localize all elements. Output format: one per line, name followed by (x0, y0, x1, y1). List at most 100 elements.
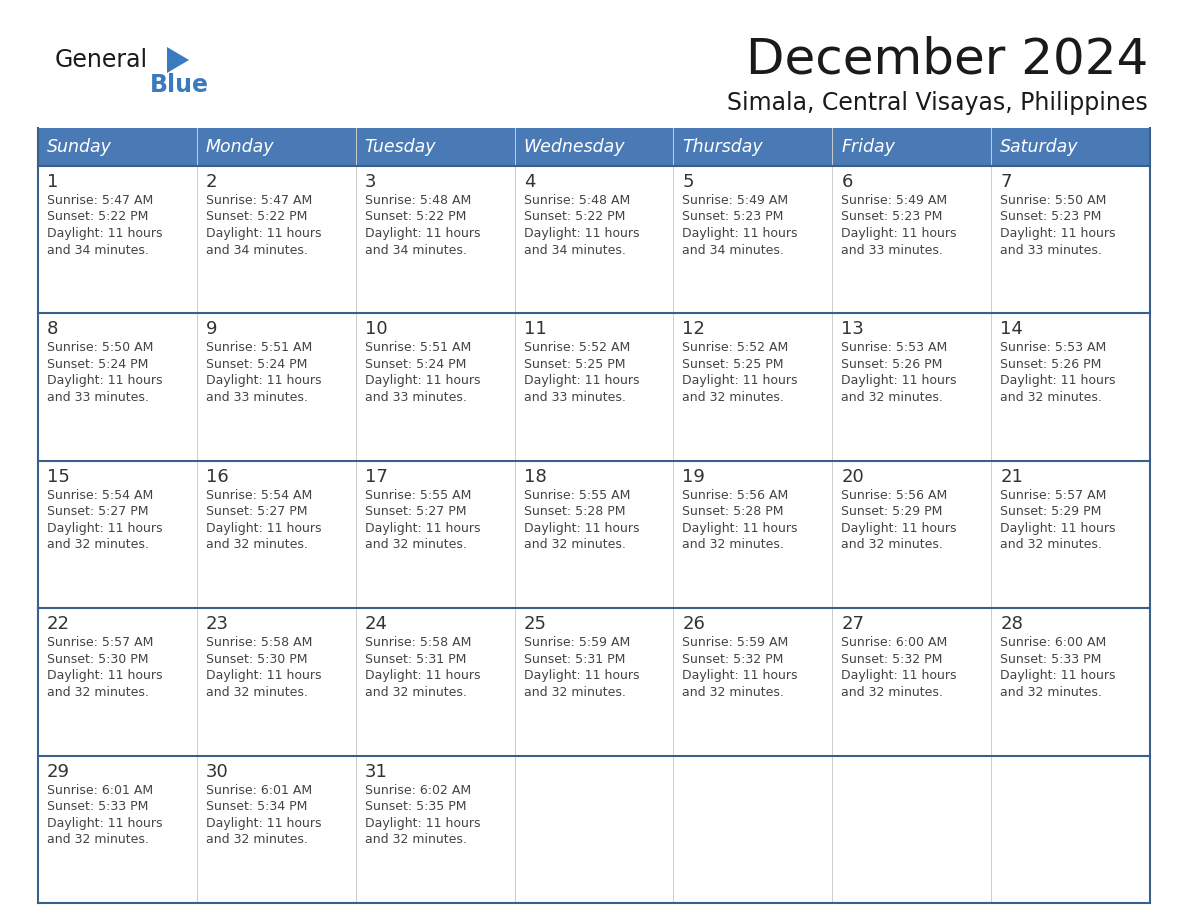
Bar (38, 609, 197, 756)
Bar (991, 128, 1150, 166)
Text: Sunrise: 5:59 AM: Sunrise: 5:59 AM (524, 636, 630, 649)
Text: Sunset: 5:34 PM: Sunset: 5:34 PM (206, 800, 308, 813)
Text: Sunset: 5:24 PM: Sunset: 5:24 PM (206, 358, 308, 371)
Text: and 32 minutes.: and 32 minutes. (1000, 538, 1102, 552)
Text: and 32 minutes.: and 32 minutes. (365, 538, 467, 552)
Bar (197, 756, 355, 903)
Text: and 33 minutes.: and 33 minutes. (524, 391, 625, 404)
Text: Sunset: 5:27 PM: Sunset: 5:27 PM (365, 505, 466, 519)
Text: General: General (55, 48, 148, 72)
Text: Sunrise: 5:49 AM: Sunrise: 5:49 AM (841, 194, 947, 207)
Bar (833, 166, 991, 313)
Bar (197, 461, 355, 609)
Text: Daylight: 11 hours: Daylight: 11 hours (682, 375, 798, 387)
Text: Sunset: 5:33 PM: Sunset: 5:33 PM (48, 800, 148, 813)
Bar (833, 461, 991, 609)
Text: 7: 7 (1000, 173, 1012, 191)
Text: 9: 9 (206, 320, 217, 339)
Bar (674, 461, 833, 609)
Text: 14: 14 (1000, 320, 1023, 339)
Bar (355, 128, 514, 166)
Text: and 32 minutes.: and 32 minutes. (206, 538, 308, 552)
Text: and 32 minutes.: and 32 minutes. (48, 686, 148, 699)
Text: Sunset: 5:30 PM: Sunset: 5:30 PM (48, 653, 148, 666)
Text: Sunrise: 5:53 AM: Sunrise: 5:53 AM (1000, 341, 1106, 354)
Bar (197, 609, 355, 756)
Text: Sunrise: 5:48 AM: Sunrise: 5:48 AM (365, 194, 470, 207)
Text: Sunset: 5:32 PM: Sunset: 5:32 PM (841, 653, 942, 666)
Text: Daylight: 11 hours: Daylight: 11 hours (206, 227, 322, 240)
Text: Sunrise: 5:59 AM: Sunrise: 5:59 AM (682, 636, 789, 649)
Text: and 32 minutes.: and 32 minutes. (524, 686, 625, 699)
Text: Sunset: 5:28 PM: Sunset: 5:28 PM (682, 505, 784, 519)
Text: Sunset: 5:31 PM: Sunset: 5:31 PM (365, 653, 466, 666)
Text: and 32 minutes.: and 32 minutes. (48, 834, 148, 846)
Bar (514, 128, 674, 166)
Text: and 32 minutes.: and 32 minutes. (1000, 391, 1102, 404)
Text: Daylight: 11 hours: Daylight: 11 hours (1000, 375, 1116, 387)
Text: 1: 1 (48, 173, 58, 191)
Text: 29: 29 (48, 763, 70, 780)
Text: Daylight: 11 hours: Daylight: 11 hours (365, 669, 480, 682)
Text: Sunrise: 5:52 AM: Sunrise: 5:52 AM (682, 341, 789, 354)
Text: Sunset: 5:22 PM: Sunset: 5:22 PM (365, 210, 466, 223)
Text: Sunset: 5:28 PM: Sunset: 5:28 PM (524, 505, 625, 519)
Text: Sunset: 5:22 PM: Sunset: 5:22 PM (48, 210, 148, 223)
Text: Sunrise: 6:01 AM: Sunrise: 6:01 AM (206, 784, 312, 797)
Text: 27: 27 (841, 615, 865, 633)
Text: Sunrise: 5:55 AM: Sunrise: 5:55 AM (365, 488, 472, 502)
Text: Sunrise: 5:52 AM: Sunrise: 5:52 AM (524, 341, 630, 354)
Text: 21: 21 (1000, 468, 1023, 486)
Text: and 32 minutes.: and 32 minutes. (48, 538, 148, 552)
Bar (38, 756, 197, 903)
Text: 2: 2 (206, 173, 217, 191)
Text: 6: 6 (841, 173, 853, 191)
Text: Sunset: 5:22 PM: Sunset: 5:22 PM (206, 210, 308, 223)
Text: Daylight: 11 hours: Daylight: 11 hours (365, 817, 480, 830)
Text: and 34 minutes.: and 34 minutes. (48, 243, 148, 256)
Text: 30: 30 (206, 763, 228, 780)
Text: Sunrise: 5:50 AM: Sunrise: 5:50 AM (48, 341, 153, 354)
Text: Daylight: 11 hours: Daylight: 11 hours (48, 227, 163, 240)
Text: Sunset: 5:25 PM: Sunset: 5:25 PM (524, 358, 625, 371)
Text: and 34 minutes.: and 34 minutes. (365, 243, 467, 256)
Text: 8: 8 (48, 320, 58, 339)
Text: Sunrise: 5:56 AM: Sunrise: 5:56 AM (841, 488, 948, 502)
Text: Sunrise: 5:51 AM: Sunrise: 5:51 AM (365, 341, 470, 354)
Text: and 33 minutes.: and 33 minutes. (365, 391, 467, 404)
Text: Sunset: 5:24 PM: Sunset: 5:24 PM (48, 358, 148, 371)
Text: Daylight: 11 hours: Daylight: 11 hours (841, 375, 956, 387)
Text: Sunrise: 5:51 AM: Sunrise: 5:51 AM (206, 341, 312, 354)
Text: Sunrise: 5:54 AM: Sunrise: 5:54 AM (48, 488, 153, 502)
Text: 17: 17 (365, 468, 387, 486)
Text: and 32 minutes.: and 32 minutes. (206, 834, 308, 846)
Text: 13: 13 (841, 320, 864, 339)
Text: Sunrise: 6:00 AM: Sunrise: 6:00 AM (841, 636, 948, 649)
Text: Sunrise: 5:56 AM: Sunrise: 5:56 AM (682, 488, 789, 502)
Text: Sunrise: 5:57 AM: Sunrise: 5:57 AM (48, 636, 153, 649)
Bar (991, 609, 1150, 756)
Text: and 34 minutes.: and 34 minutes. (206, 243, 308, 256)
Bar (991, 313, 1150, 461)
Text: Thursday: Thursday (682, 138, 763, 156)
Text: 3: 3 (365, 173, 377, 191)
Text: Daylight: 11 hours: Daylight: 11 hours (682, 227, 798, 240)
Text: 26: 26 (682, 615, 706, 633)
Bar (514, 313, 674, 461)
Text: Sunset: 5:29 PM: Sunset: 5:29 PM (841, 505, 942, 519)
Text: and 33 minutes.: and 33 minutes. (841, 243, 943, 256)
Text: 12: 12 (682, 320, 706, 339)
Bar (674, 128, 833, 166)
Text: Sunset: 5:25 PM: Sunset: 5:25 PM (682, 358, 784, 371)
Text: Sunset: 5:22 PM: Sunset: 5:22 PM (524, 210, 625, 223)
Text: and 32 minutes.: and 32 minutes. (1000, 686, 1102, 699)
Bar (355, 609, 514, 756)
Bar (197, 313, 355, 461)
Text: Daylight: 11 hours: Daylight: 11 hours (48, 669, 163, 682)
Bar (38, 313, 197, 461)
Text: 25: 25 (524, 615, 546, 633)
Text: and 32 minutes.: and 32 minutes. (206, 686, 308, 699)
Text: 10: 10 (365, 320, 387, 339)
Text: Daylight: 11 hours: Daylight: 11 hours (524, 521, 639, 535)
Text: Sunrise: 6:00 AM: Sunrise: 6:00 AM (1000, 636, 1106, 649)
